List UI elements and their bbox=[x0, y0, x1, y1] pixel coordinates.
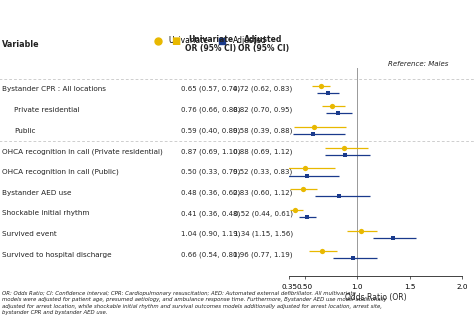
X-axis label: Odds Ratio (OR): Odds Ratio (OR) bbox=[345, 293, 407, 302]
Text: 0.96 (0.77, 1.19): 0.96 (0.77, 1.19) bbox=[233, 252, 293, 258]
Text: 0.82 (0.70, 0.95): 0.82 (0.70, 0.95) bbox=[234, 107, 293, 113]
Text: OHCA recognition in call (Private residential): OHCA recognition in call (Private reside… bbox=[2, 148, 163, 155]
Text: 0.88 (0.69, 1.12): 0.88 (0.69, 1.12) bbox=[233, 148, 293, 155]
Text: OHCA recognition in call (Public): OHCA recognition in call (Public) bbox=[2, 169, 119, 175]
Text: Univariate: Univariate bbox=[188, 35, 234, 44]
Text: 0.59 (0.40, 0.89): 0.59 (0.40, 0.89) bbox=[181, 127, 240, 134]
Text: Variable: Variable bbox=[2, 40, 40, 49]
Text: 0.87 (0.69, 1.10): 0.87 (0.69, 1.10) bbox=[181, 148, 241, 155]
Text: Bystander CPR : All locations: Bystander CPR : All locations bbox=[2, 86, 106, 92]
Text: 0.48 (0.36, 0.62): 0.48 (0.36, 0.62) bbox=[181, 189, 240, 196]
Text: Survived event: Survived event bbox=[2, 231, 57, 237]
Text: Survived to hospital discharge: Survived to hospital discharge bbox=[2, 252, 112, 258]
Text: 0.58 (0.39, 0.88): 0.58 (0.39, 0.88) bbox=[233, 127, 293, 134]
Text: 1.34 (1.15, 1.56): 1.34 (1.15, 1.56) bbox=[234, 231, 292, 237]
Text: Private residential: Private residential bbox=[14, 107, 80, 113]
Text: OR: Odds Ratio; CI: Confidence interval; CPR: Cardiopulmonary resuscitation; AED: OR: Odds Ratio; CI: Confidence interval;… bbox=[2, 291, 387, 315]
Text: 0.83 (0.60, 1.12): 0.83 (0.60, 1.12) bbox=[233, 189, 293, 196]
Text: 0.41 (0.36, 0.48): 0.41 (0.36, 0.48) bbox=[181, 210, 240, 217]
Text: ■: ■ bbox=[171, 36, 180, 46]
Text: 1.04 (0.90, 1.19): 1.04 (0.90, 1.19) bbox=[181, 231, 241, 237]
Text: 0.52 (0.33, 0.83): 0.52 (0.33, 0.83) bbox=[234, 169, 293, 175]
Text: 0.52 (0.44, 0.61): 0.52 (0.44, 0.61) bbox=[234, 210, 292, 217]
Text: Bystander AED use: Bystander AED use bbox=[2, 190, 72, 196]
Text: 0.76 (0.66, 0.88): 0.76 (0.66, 0.88) bbox=[181, 107, 241, 113]
Text: OR (95% CI): OR (95% CI) bbox=[185, 44, 237, 53]
Text: 0.72 (0.62, 0.83): 0.72 (0.62, 0.83) bbox=[234, 86, 293, 93]
Text: 0.50 (0.33, 0.79): 0.50 (0.33, 0.79) bbox=[181, 169, 241, 175]
Text: OR (95% CI): OR (95% CI) bbox=[237, 44, 289, 53]
Text: Shockable initial rhythm: Shockable initial rhythm bbox=[2, 210, 90, 216]
Text: Adjusted: Adjusted bbox=[244, 35, 282, 44]
Text: Public: Public bbox=[14, 128, 36, 134]
Text: Reference: Males: Reference: Males bbox=[388, 61, 448, 67]
Text: 0.65 (0.57, 0.74): 0.65 (0.57, 0.74) bbox=[182, 86, 240, 93]
Text: 0.66 (0.54, 0.81): 0.66 (0.54, 0.81) bbox=[181, 252, 240, 258]
Legend: Univariate, Adjusted: Univariate, Adjusted bbox=[150, 36, 267, 45]
